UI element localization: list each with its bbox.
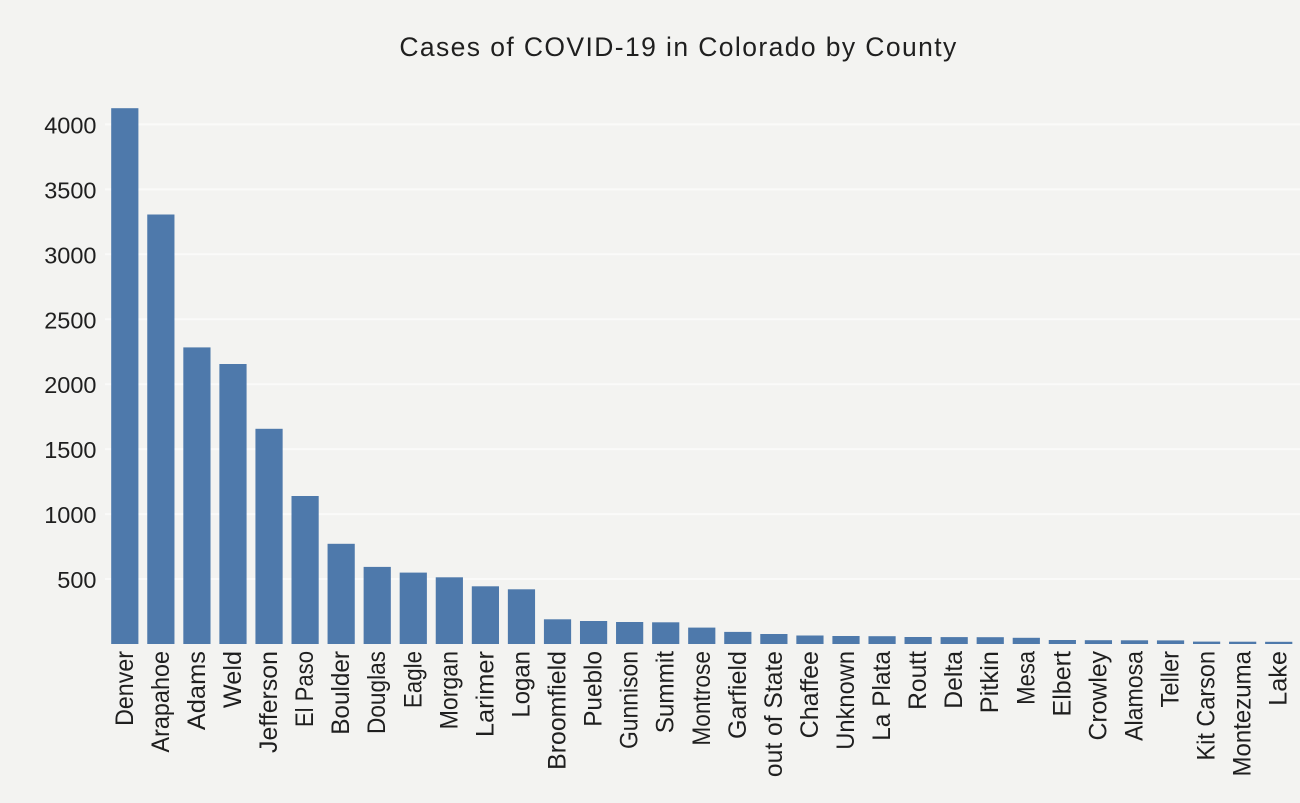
svg-text:Denver: Denver: [111, 651, 139, 726]
svg-text:Larimer: Larimer: [471, 651, 499, 737]
svg-text:out of State: out of State: [760, 651, 788, 777]
svg-text:Logan: Logan: [507, 651, 535, 718]
svg-text:Alamosa: Alamosa: [1120, 651, 1148, 741]
svg-text:Broomfield: Broomfield: [544, 651, 572, 770]
svg-text:3500: 3500: [44, 177, 96, 203]
svg-text:2500: 2500: [44, 307, 96, 333]
svg-text:Chaffee: Chaffee: [796, 651, 824, 738]
svg-text:4000: 4000: [44, 112, 96, 138]
svg-text:Garfield: Garfield: [724, 651, 752, 739]
svg-text:La Plata: La Plata: [868, 651, 896, 741]
svg-text:Pueblo: Pueblo: [580, 651, 608, 727]
svg-text:Gunnison: Gunnison: [616, 651, 644, 749]
svg-text:Morgan: Morgan: [435, 651, 463, 729]
svg-text:Douglas: Douglas: [363, 651, 391, 734]
svg-text:Pitkin: Pitkin: [976, 651, 1004, 713]
svg-text:Weld: Weld: [219, 651, 247, 708]
svg-text:El Paso: El Paso: [291, 651, 319, 727]
svg-text:3000: 3000: [44, 242, 96, 268]
svg-text:1500: 1500: [44, 437, 96, 463]
svg-text:Elbert: Elbert: [1048, 651, 1076, 717]
svg-text:Crowley: Crowley: [1084, 651, 1112, 741]
svg-text:Montezuma: Montezuma: [1229, 651, 1257, 777]
svg-text:Jefferson: Jefferson: [255, 651, 283, 753]
svg-text:Cases of COVID-19 in Colorado: Cases of COVID-19 in Colorado by County: [399, 32, 957, 62]
svg-text:Delta: Delta: [940, 651, 968, 709]
svg-text:Routt: Routt: [904, 651, 932, 710]
svg-text:Eagle: Eagle: [399, 651, 427, 708]
svg-text:2000: 2000: [44, 372, 96, 398]
svg-text:Montrose: Montrose: [688, 651, 716, 746]
svg-text:Unknown: Unknown: [832, 651, 860, 750]
svg-text:500: 500: [57, 567, 96, 593]
svg-text:Kit Carson: Kit Carson: [1193, 651, 1221, 761]
svg-text:Lake: Lake: [1265, 651, 1293, 706]
svg-text:1000: 1000: [44, 502, 96, 528]
svg-text:Boulder: Boulder: [327, 651, 355, 735]
svg-text:Teller: Teller: [1157, 651, 1185, 708]
svg-text:Adams: Adams: [183, 651, 211, 730]
svg-text:Mesa: Mesa: [1012, 651, 1040, 705]
svg-text:Arapahoe: Arapahoe: [147, 651, 175, 753]
svg-text:Summit: Summit: [652, 651, 680, 733]
